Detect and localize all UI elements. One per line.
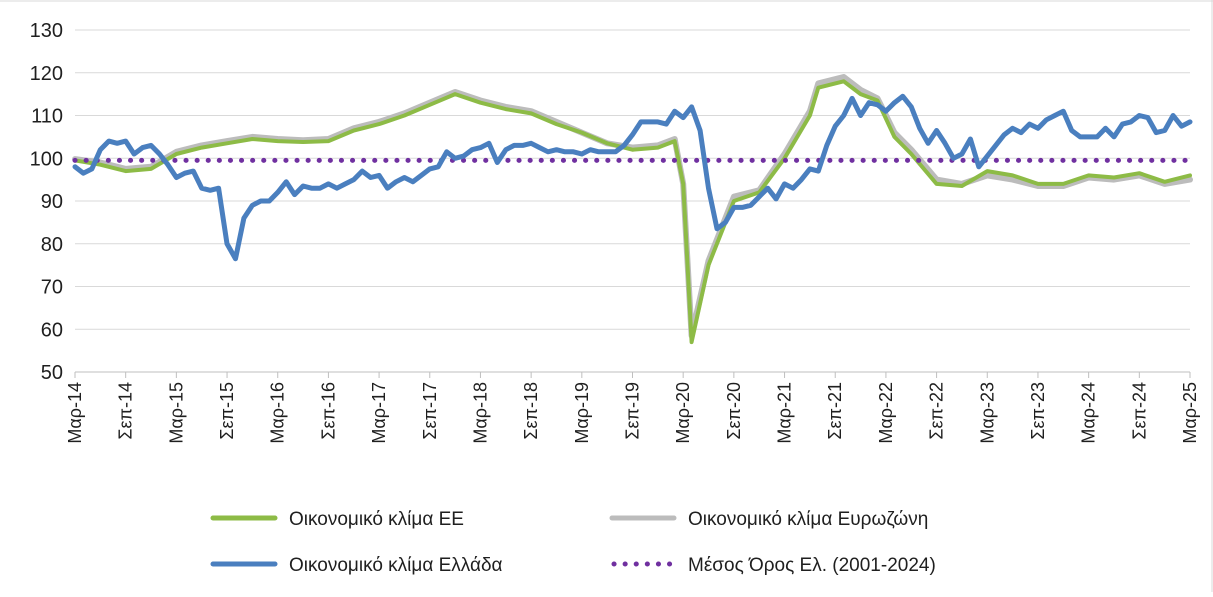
x-tick-label: Σεπ-20 <box>724 382 744 440</box>
x-tick-label: Σεπ-23 <box>1028 382 1048 440</box>
x-tick-label: Σεπ-21 <box>825 382 845 440</box>
x-tick-label: Μαρ-17 <box>369 382 389 444</box>
x-axis: Μαρ-14 Σεπ-14 Μαρ-15 Σεπ-15 Μαρ-16 Σεπ-16 Μαρ-… <box>65 371 1200 444</box>
y-tick-label: 90 <box>41 191 63 213</box>
x-tick-label: Σεπ-15 <box>217 382 237 440</box>
series-line-1 <box>72 74 1193 339</box>
x-tick-label: Μαρ-19 <box>572 382 592 444</box>
y-tick-label: 60 <box>41 319 63 341</box>
x-tick-label: Μαρ-16 <box>268 382 288 444</box>
x-tick-label: Μαρ-21 <box>775 382 795 444</box>
legend-label: Οικονομικό κλίμα ΕΕ <box>289 509 464 530</box>
y-tick-label: 70 <box>41 277 63 299</box>
legend-label: Οικονομικό κλίμα Ευρωζώνη <box>688 509 928 530</box>
legend-label: Οικονομικό κλίμα Ελλάδα <box>289 555 503 576</box>
x-tick-label: Σεπ-18 <box>521 382 541 440</box>
y-tick-label: 110 <box>31 106 63 128</box>
x-tick-label: Σεπ-22 <box>927 382 947 440</box>
x-tick-label: Σεπ-19 <box>623 382 643 440</box>
y-tick-label: 120 <box>30 63 63 85</box>
x-tick-label: Μαρ-20 <box>673 382 693 444</box>
y-tick-label: 130 <box>30 20 63 42</box>
y-axis: 50 60 70 80 90 100 110 120 130 <box>30 20 63 384</box>
y-tick-label: 80 <box>41 234 63 256</box>
legend-item: Οικονομικό κλίμα Ελλάδα <box>210 555 503 576</box>
x-tick-label: Μαρ-15 <box>166 382 186 444</box>
x-tick-label: Μαρ-18 <box>470 382 490 444</box>
legend-item: Οικονομικό κλίμα Ευρωζώνη <box>609 509 928 530</box>
series-line-2 <box>72 93 1193 262</box>
legend-label: Μέσος Όρος Ελ. (2001-2024) <box>688 555 936 576</box>
x-tick-label: Σεπ-16 <box>318 382 338 440</box>
legend-item: Μέσος Όρος Ελ. (2001-2024) <box>611 555 936 576</box>
x-tick-label: Μαρ-23 <box>977 382 997 444</box>
x-tick-label: Μαρ-24 <box>1079 382 1099 444</box>
legend-item: Οικονομικό κλίμα ΕΕ <box>210 509 464 530</box>
y-tick-label: 100 <box>30 148 63 170</box>
y-tick-label: 50 <box>41 362 63 384</box>
legend: Οικονομικό κλίμα ΕΕ Οικονομικό κλίμα Ευρω… <box>210 509 936 576</box>
x-tick-label: Μαρ-22 <box>876 382 896 444</box>
x-tick-label: Σεπ-17 <box>420 382 440 440</box>
x-tick-label: Μαρ-25 <box>1180 382 1200 444</box>
x-tick-label: Σεπ-14 <box>116 382 136 440</box>
x-tick-label: Μαρ-14 <box>65 382 85 444</box>
series-line-0 <box>73 79 1192 345</box>
series-lines <box>72 74 1193 345</box>
x-tick-label: Σεπ-24 <box>1129 382 1149 440</box>
